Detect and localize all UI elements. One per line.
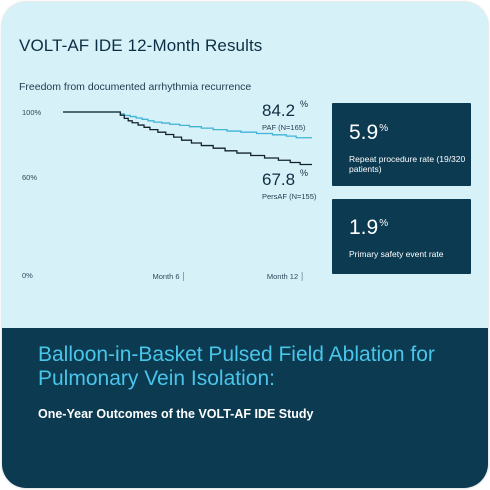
stat-label: Primary safety event rate bbox=[349, 249, 444, 259]
chart-subtitle: Freedom from documented arrhythmia recur… bbox=[19, 81, 252, 93]
series-end-suffix: % bbox=[300, 168, 308, 178]
stat-box-safety-event: 1.9% Primary safety event rate bbox=[332, 199, 471, 274]
banner-title: Balloon-in-Basket Pulsed Field Ablation … bbox=[38, 343, 435, 390]
series-name-label: PAF (N=165) bbox=[262, 123, 306, 132]
stat-label: Repeat procedure rate (19/320 patients) bbox=[349, 154, 466, 174]
title-banner: Balloon-in-Basket Pulsed Field Ablation … bbox=[2, 328, 488, 488]
km-chart: 100% 60% 0% Month 6 Month 12 84.2 % PAF (N=165… bbox=[22, 99, 317, 281]
series-name-label: PersAF (N=155) bbox=[262, 192, 317, 201]
x-tick-label: Month 12 bbox=[267, 272, 298, 281]
series-line-paf bbox=[63, 111, 312, 139]
banner-subtitle: One-Year Outcomes of the VOLT-AF IDE Stu… bbox=[38, 407, 314, 421]
series-end-suffix: % bbox=[300, 99, 308, 109]
y-tick-label: 0% bbox=[22, 271, 33, 280]
chart-panel: VOLT-AF IDE 12-Month Results Freedom fro… bbox=[2, 2, 488, 328]
y-tick-label: 60% bbox=[22, 173, 37, 182]
y-tick-label: 100% bbox=[22, 108, 42, 117]
stat-box-repeat-procedure: 5.9% Repeat procedure rate (19/320 patie… bbox=[332, 103, 471, 186]
series-line-persaf bbox=[63, 111, 312, 166]
series-end-value: 67.8 bbox=[262, 170, 295, 189]
series-end-value: 84.2 bbox=[262, 101, 295, 120]
stat-value: 5.9% bbox=[349, 121, 389, 144]
page-title: VOLT-AF IDE 12-Month Results bbox=[19, 36, 263, 55]
stat-value: 1.9% bbox=[349, 216, 389, 239]
x-tick-label: Month 6 bbox=[152, 272, 179, 281]
